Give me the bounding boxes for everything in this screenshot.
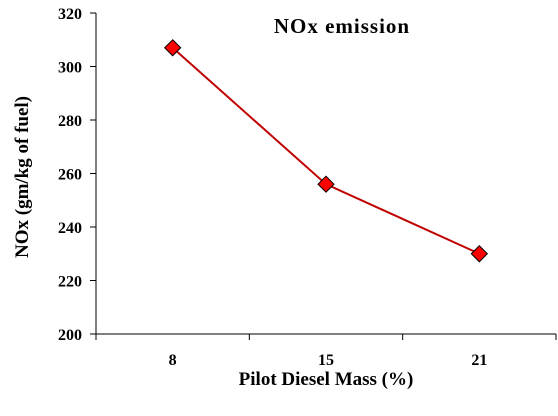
x-tick-label: 8 <box>169 352 177 369</box>
data-point-marker <box>163 39 182 57</box>
series-layer <box>163 39 489 263</box>
y-tick-label: 280 <box>58 113 82 130</box>
y-tick-label: 200 <box>58 327 82 344</box>
chart-title: NOx emission <box>274 14 410 38</box>
data-point-marker <box>470 245 489 263</box>
data-point-marker <box>317 175 335 193</box>
x-axis-title: Pilot Diesel Mass (%) <box>239 369 414 390</box>
axes: 200 220 240 260 280 300 320 8 15 21 <box>58 6 557 369</box>
y-tick-label: 320 <box>58 6 82 23</box>
y-tick-label: 300 <box>58 60 82 77</box>
y-axis-title: NOx (gm/kg of fuel) <box>12 96 33 258</box>
y-tick-label: 240 <box>58 220 82 237</box>
y-tick-label: 220 <box>58 274 82 291</box>
y-tick-label: 260 <box>58 167 82 184</box>
series-line <box>172 47 480 255</box>
x-tick-label: 15 <box>318 352 334 369</box>
x-tick-label: 21 <box>471 352 487 369</box>
